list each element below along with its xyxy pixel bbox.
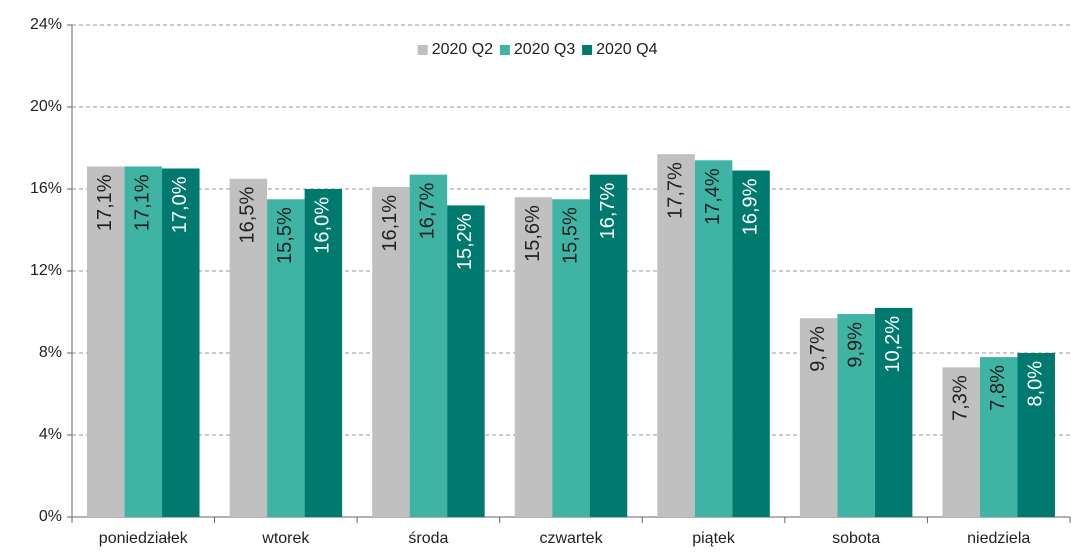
value-label: 17,7% xyxy=(664,162,686,219)
y-tick-label: 20% xyxy=(30,98,62,115)
x-tick-label: niedziela xyxy=(967,530,1030,547)
bar xyxy=(267,199,305,517)
bar xyxy=(304,189,343,517)
bar xyxy=(694,160,733,518)
bar xyxy=(589,174,628,517)
value-label: 7,8% xyxy=(987,365,1009,411)
x-tick-label: poniedziałek xyxy=(99,530,189,547)
bar xyxy=(162,168,200,517)
value-label: 16,5% xyxy=(237,187,259,244)
value-label: 17,4% xyxy=(702,168,724,225)
value-label: 16,1% xyxy=(379,195,401,252)
y-tick-label: 24% xyxy=(30,16,62,33)
value-label: 15,5% xyxy=(559,207,581,264)
bar xyxy=(552,199,590,517)
value-label: 16,7% xyxy=(417,182,439,239)
legend-swatch xyxy=(582,45,593,55)
y-tick-label: 4% xyxy=(39,426,62,443)
value-label: 15,2% xyxy=(454,213,476,270)
value-label: 17,0% xyxy=(169,176,191,233)
legend-swatch xyxy=(417,45,428,55)
value-label: 17,1% xyxy=(94,174,116,231)
bar xyxy=(409,174,448,517)
bar xyxy=(837,314,875,517)
x-tick-label: wtorek xyxy=(261,530,310,547)
y-tick-label: 8% xyxy=(39,344,62,361)
value-label: 15,6% xyxy=(522,205,544,262)
value-label: 15,5% xyxy=(274,207,296,264)
bar xyxy=(229,178,268,517)
value-label: 16,0% xyxy=(312,197,334,254)
legend-swatch xyxy=(499,45,510,55)
bar xyxy=(1017,353,1055,517)
y-tick-label: 12% xyxy=(30,262,62,279)
x-tick-label: sobota xyxy=(832,530,880,547)
value-label: 9,9% xyxy=(844,322,866,368)
bar xyxy=(447,205,485,517)
bar xyxy=(124,166,163,517)
value-label: 16,7% xyxy=(597,182,619,239)
value-label: 8,0% xyxy=(1024,361,1046,407)
bar xyxy=(942,367,980,517)
y-tick-label: 0% xyxy=(39,508,62,525)
x-tick-label: czwartek xyxy=(539,530,603,547)
bar xyxy=(514,197,553,517)
x-tick-label: piątek xyxy=(692,530,736,547)
bar xyxy=(657,154,695,517)
bar xyxy=(799,318,838,517)
legend-label: 2020 Q3 xyxy=(514,41,575,58)
value-label: 7,3% xyxy=(949,375,971,421)
value-label: 17,1% xyxy=(132,174,154,231)
value-label: 16,9% xyxy=(739,178,761,235)
bar xyxy=(732,170,770,518)
bar xyxy=(979,357,1018,517)
legend-label: 2020 Q4 xyxy=(596,41,657,58)
y-tick-label: 16% xyxy=(30,180,62,197)
bar xyxy=(87,166,125,517)
value-label: 10,2% xyxy=(882,316,904,373)
bar xyxy=(372,186,410,517)
legend-label: 2020 Q2 xyxy=(432,41,493,58)
bar xyxy=(874,307,913,517)
x-tick-label: środa xyxy=(408,530,448,547)
value-label: 9,7% xyxy=(807,326,829,372)
